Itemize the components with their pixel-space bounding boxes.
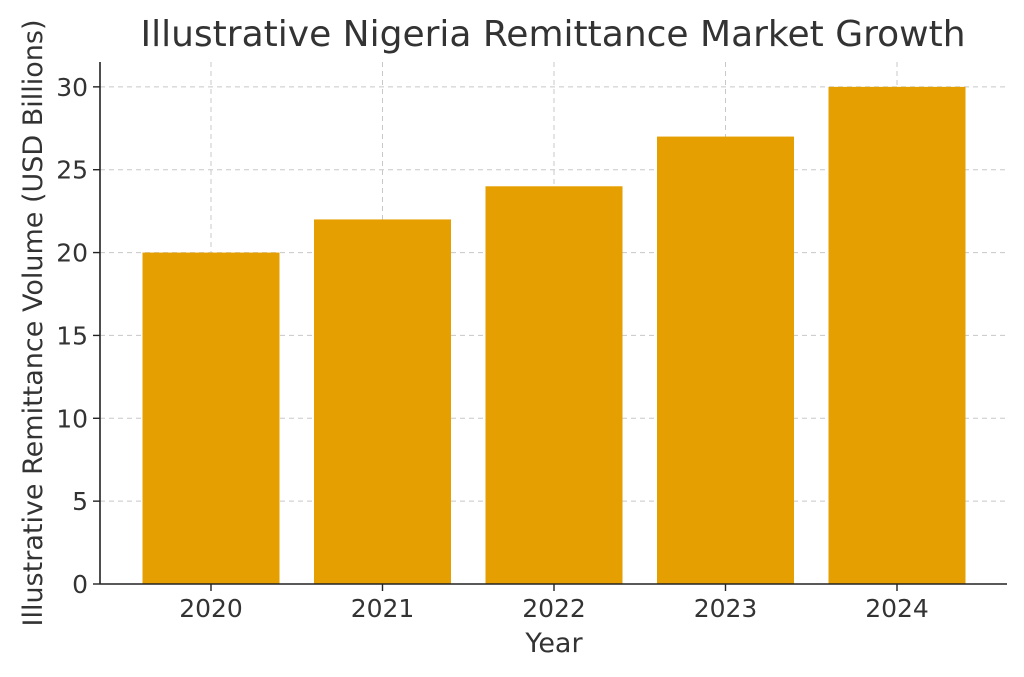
x-tick-label: 2024 — [865, 594, 929, 623]
y-tick-label: 25 — [56, 156, 88, 185]
y-tick-label: 20 — [56, 239, 88, 268]
bar-2021 — [314, 219, 451, 584]
x-tick-label: 2021 — [351, 594, 415, 623]
bar-2023 — [657, 136, 794, 585]
bar-2022 — [485, 186, 623, 585]
x-tick-label: 2023 — [694, 594, 758, 623]
bar-2020 — [142, 252, 280, 585]
bar-2024 — [828, 86, 966, 584]
x-axis-label: Year — [524, 628, 583, 659]
y-axis-label: Illustrative Remittance Volume (USD Bill… — [18, 19, 49, 626]
tick-labels: 0 5 10 15 20 25 30 2020 2021 2022 2023 2024 — [56, 73, 929, 623]
x-tick-label: 2022 — [522, 594, 586, 623]
x-tick-label: 2020 — [179, 594, 243, 623]
y-tick-label: 10 — [56, 404, 88, 433]
y-tick-label: 5 — [72, 487, 88, 516]
axes — [93, 62, 1007, 591]
chart-title: Illustrative Nigeria Remittance Market G… — [140, 14, 965, 55]
y-tick-label: 30 — [56, 73, 88, 102]
y-tick-label: 0 — [72, 570, 88, 599]
y-tick-label: 15 — [56, 321, 88, 350]
bars — [142, 86, 966, 585]
